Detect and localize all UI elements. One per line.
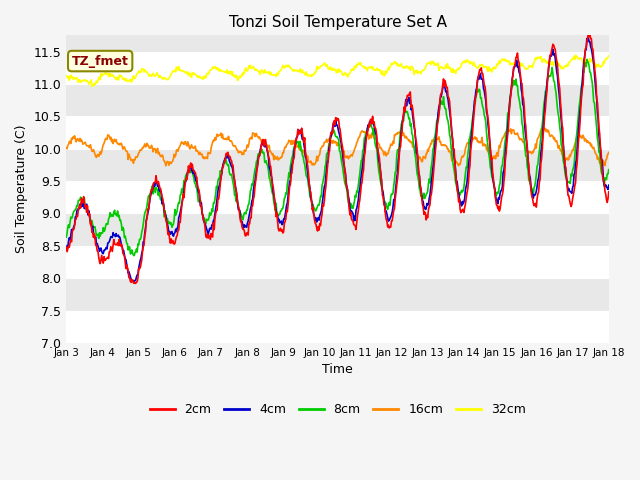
- Bar: [67, 116, 609, 149]
- 2cm: [420, 212, 428, 217]
- 2cm: [212, 208, 220, 214]
- 8cm: [212, 183, 220, 189]
- 2cm: [404, 93, 412, 98]
- 8cm: [63, 234, 70, 240]
- 2cm: [605, 189, 612, 195]
- Bar: [67, 51, 609, 84]
- 32cm: [572, 52, 579, 58]
- 32cm: [184, 69, 191, 75]
- 2cm: [128, 277, 136, 283]
- 8cm: [404, 112, 412, 118]
- 16cm: [540, 124, 547, 130]
- X-axis label: Time: Time: [322, 363, 353, 376]
- 2cm: [184, 169, 191, 175]
- 32cm: [420, 68, 428, 73]
- 4cm: [584, 35, 592, 41]
- Bar: [67, 181, 609, 214]
- Title: Tonzi Soil Temperature Set A: Tonzi Soil Temperature Set A: [228, 15, 447, 30]
- 8cm: [605, 167, 612, 173]
- 8cm: [583, 57, 591, 62]
- 32cm: [63, 73, 70, 79]
- Line: 16cm: 16cm: [67, 127, 609, 166]
- 16cm: [419, 154, 427, 160]
- 8cm: [128, 247, 136, 253]
- Legend: 2cm, 4cm, 8cm, 16cm, 32cm: 2cm, 4cm, 8cm, 16cm, 32cm: [145, 398, 531, 421]
- Line: 4cm: 4cm: [67, 38, 609, 281]
- 16cm: [128, 157, 136, 163]
- 16cm: [183, 143, 191, 149]
- 8cm: [72, 205, 80, 211]
- Y-axis label: Soil Temperature (C): Soil Temperature (C): [15, 125, 28, 253]
- Bar: [67, 246, 609, 278]
- 16cm: [403, 136, 411, 142]
- 4cm: [404, 98, 412, 104]
- 4cm: [184, 168, 191, 174]
- 4cm: [129, 278, 136, 284]
- 4cm: [420, 205, 428, 211]
- 8cm: [420, 191, 428, 196]
- 4cm: [128, 278, 136, 284]
- 16cm: [63, 145, 70, 151]
- 16cm: [212, 137, 220, 143]
- 4cm: [212, 202, 220, 207]
- 2cm: [63, 244, 70, 250]
- 32cm: [605, 53, 612, 59]
- 32cm: [72, 75, 80, 81]
- 4cm: [605, 182, 612, 188]
- 2cm: [584, 30, 592, 36]
- 16cm: [72, 139, 80, 145]
- 8cm: [131, 253, 138, 259]
- 32cm: [212, 66, 220, 72]
- 2cm: [132, 281, 140, 287]
- 32cm: [404, 65, 412, 71]
- 4cm: [63, 247, 70, 252]
- 16cm: [605, 150, 612, 156]
- Bar: [67, 311, 609, 343]
- Text: TZ_fmet: TZ_fmet: [72, 55, 129, 68]
- 32cm: [88, 84, 96, 89]
- 4cm: [72, 214, 80, 220]
- Line: 32cm: 32cm: [67, 55, 609, 86]
- 16cm: [455, 163, 463, 168]
- Line: 2cm: 2cm: [67, 33, 609, 284]
- 32cm: [129, 75, 136, 81]
- 8cm: [184, 169, 191, 175]
- 2cm: [72, 216, 80, 222]
- Line: 8cm: 8cm: [67, 60, 609, 256]
